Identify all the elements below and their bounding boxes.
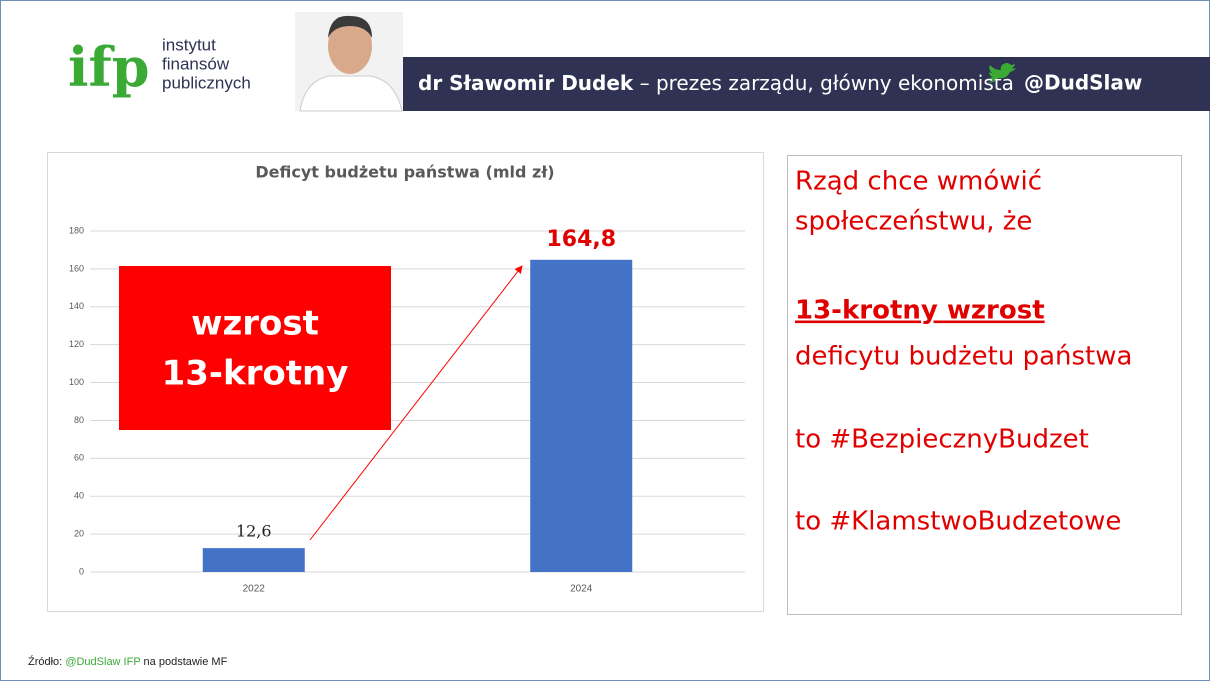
- x-tick-label: 2024: [570, 584, 593, 595]
- footer-label: Źródło:: [28, 655, 62, 668]
- y-tick-label: 180: [69, 225, 84, 235]
- bar: [202, 548, 305, 572]
- footer-rest: na podstawie MF: [144, 656, 228, 668]
- panel-highlight: 13-krotny wzrost: [795, 296, 1045, 326]
- y-tick-label: 120: [69, 339, 84, 349]
- logo-text: finansów: [162, 54, 230, 73]
- y-tick-label: 60: [74, 453, 84, 463]
- footer-handle: @DudSlaw IFP: [65, 656, 140, 668]
- chart-title: Deficyt budżetu państwa (mld zł): [255, 163, 554, 182]
- panel-line: społeczeństwu, że: [795, 207, 1032, 237]
- footer: Źródło: @DudSlaw IFP na podstawie MF: [28, 655, 228, 668]
- x-tick-label: 2022: [243, 584, 266, 595]
- y-tick-label: 100: [69, 377, 84, 387]
- panel-line: Rząd chce wmówić: [795, 167, 1042, 197]
- logo-text: instytut: [162, 35, 216, 54]
- speaker-role: – prezes zarządu, główny ekonomista: [640, 71, 1014, 95]
- value-label: 12,6: [236, 522, 272, 541]
- twitter-handle: @DudSlaw: [1024, 71, 1142, 95]
- panel-line: to #BezpiecznyBudzet: [795, 425, 1089, 455]
- twitter-icon: [988, 63, 1016, 83]
- y-tick-label: 140: [69, 301, 84, 311]
- logo: ifp: [68, 35, 150, 99]
- panel-line: to #KlamstwoBudzetowe: [795, 507, 1121, 537]
- y-tick-label: 0: [79, 566, 84, 576]
- bar: [530, 259, 633, 572]
- growth-arrow: [309, 265, 523, 541]
- annotation-text: wzrost: [191, 304, 319, 344]
- y-tick-label: 20: [74, 528, 84, 538]
- panel-line: deficytu budżetu państwa: [795, 342, 1132, 372]
- logo-text: publicznych: [162, 73, 251, 92]
- portrait: [295, 12, 403, 112]
- header-text: dr Sławomir Dudek – prezes zarządu, głów…: [418, 71, 1014, 95]
- annotation-text: 13-krotny: [162, 354, 349, 394]
- y-tick-label: 80: [74, 415, 84, 425]
- y-tick-label: 40: [74, 491, 84, 501]
- y-tick-label: 160: [69, 263, 84, 273]
- value-label: 164,8: [546, 227, 616, 252]
- header-band: [295, 57, 1210, 111]
- speaker-name: dr Sławomir Dudek: [418, 71, 634, 95]
- text-panel: [787, 155, 1182, 615]
- annotation-box: [119, 266, 391, 430]
